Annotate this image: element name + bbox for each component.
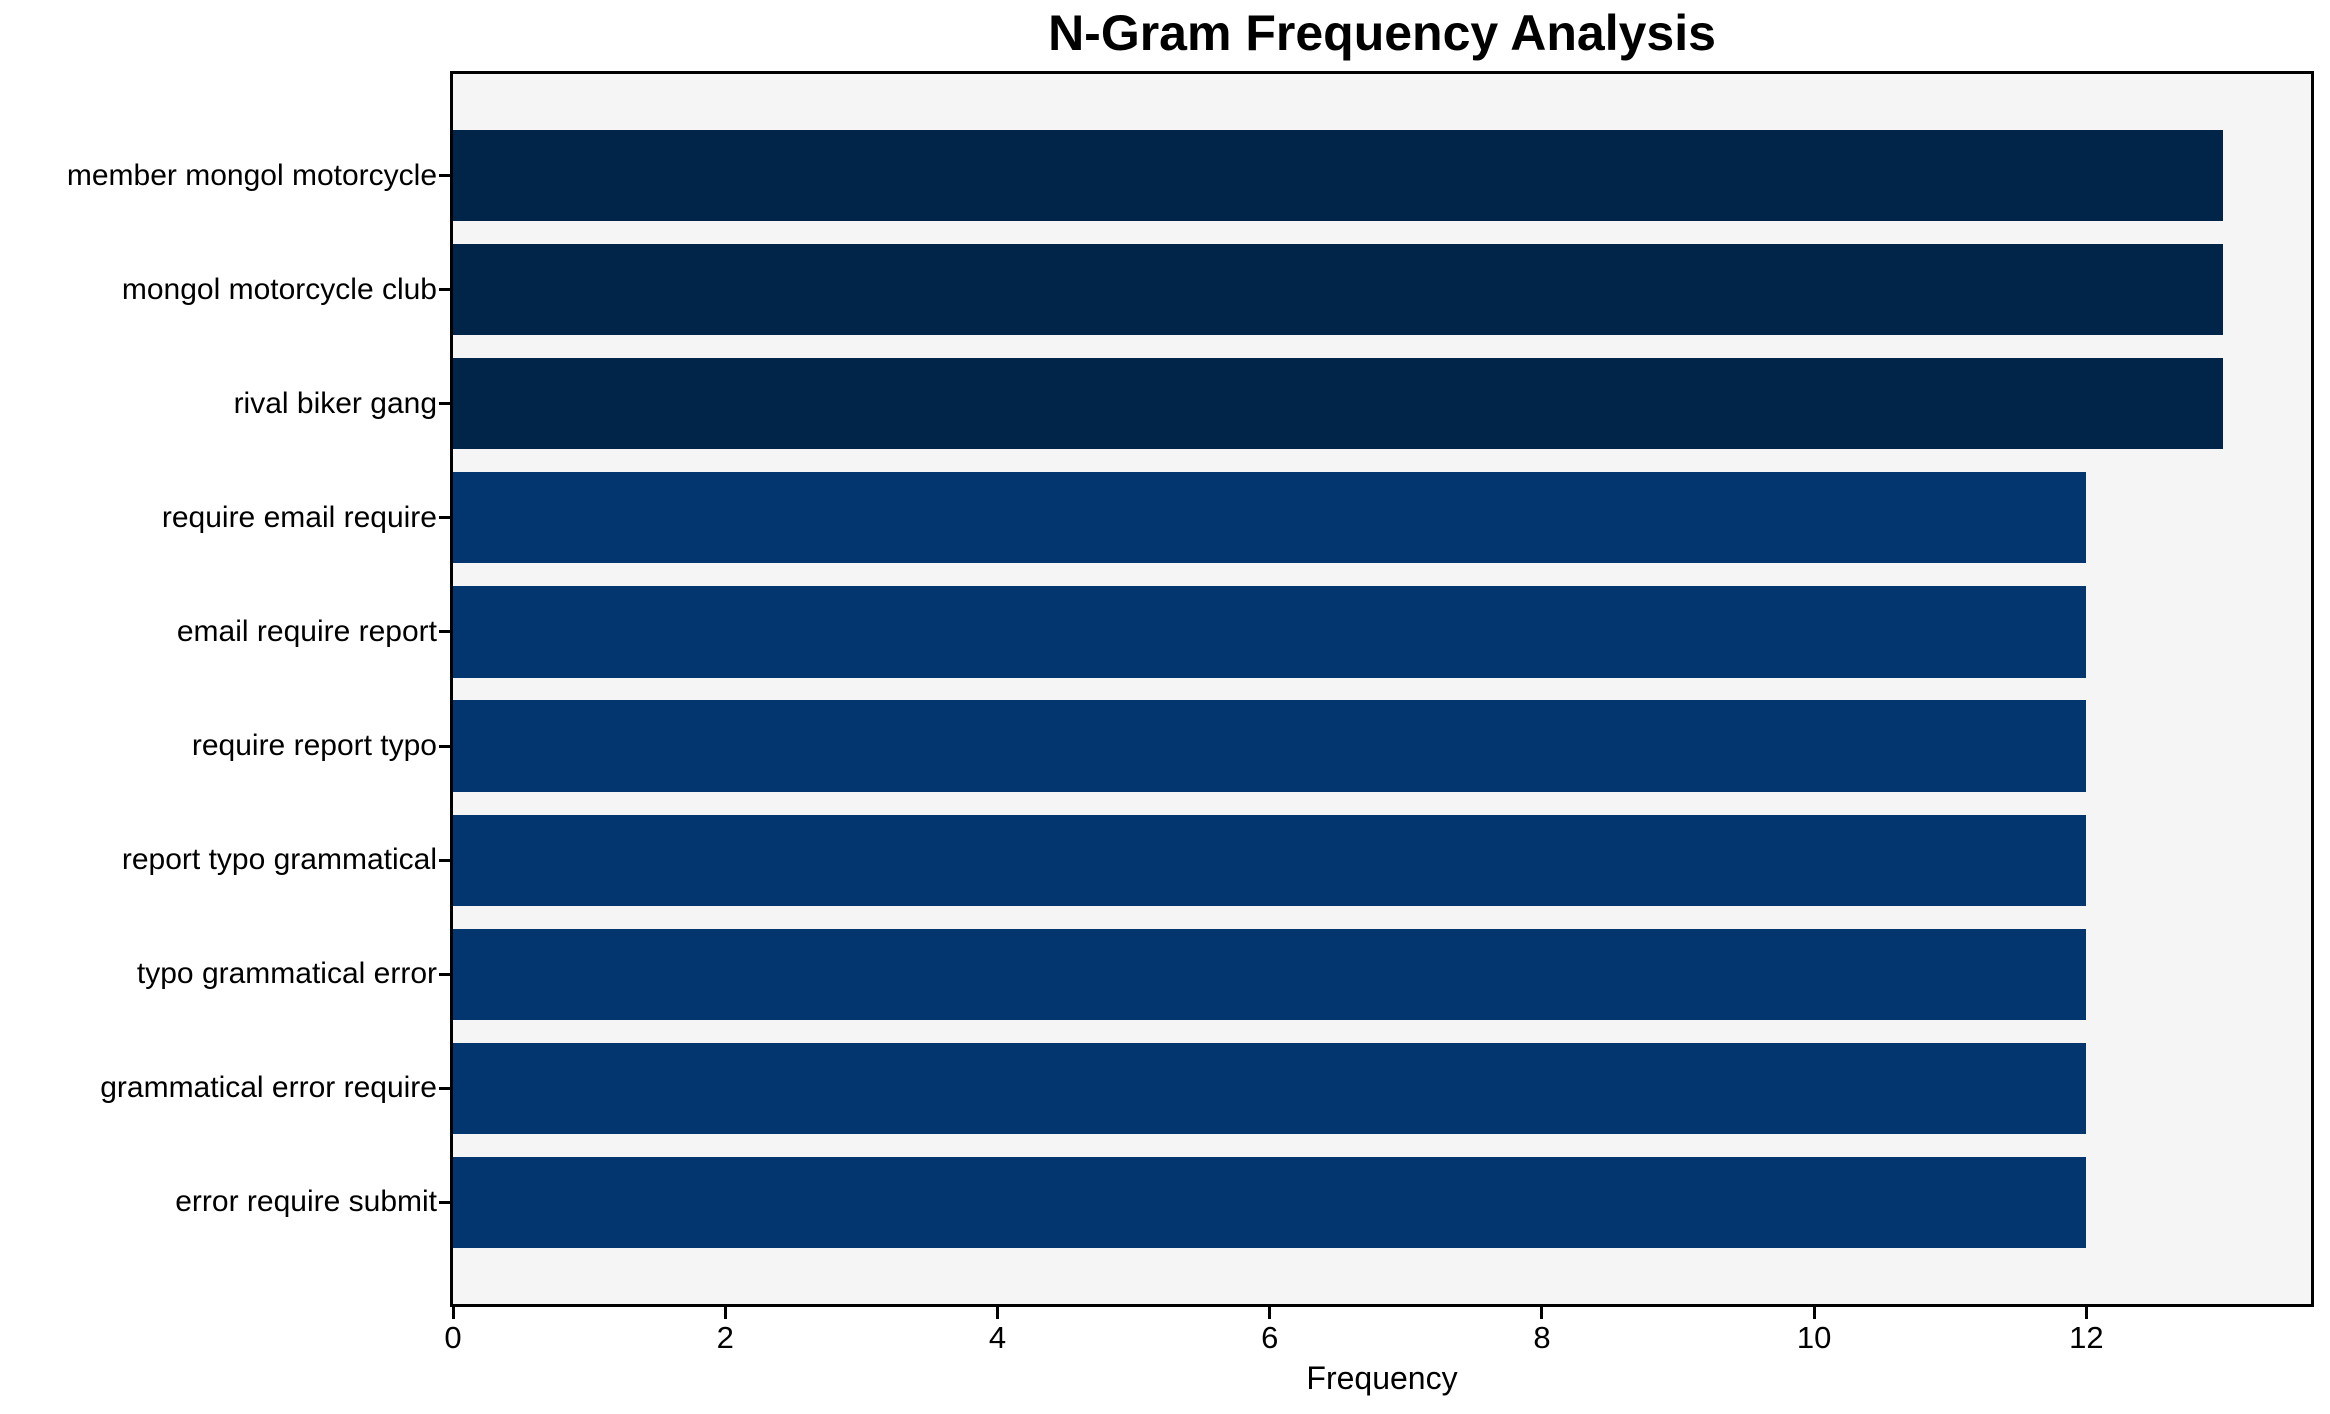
bar — [453, 244, 2223, 336]
bar — [453, 928, 2087, 1020]
y-tick-mark — [439, 516, 450, 520]
y-tick-mark — [439, 744, 450, 748]
x-tick-label: 8 — [1533, 1320, 1551, 1355]
y-tick-mark — [439, 1086, 450, 1090]
y-category-label: typo grammatical error — [136, 957, 437, 991]
bar — [453, 1042, 2087, 1134]
x-axis-label: Frequency — [1306, 1360, 1458, 1396]
y-category-label: require email require — [161, 500, 437, 534]
y-category-label: grammatical error require — [100, 1071, 437, 1105]
bar — [453, 358, 2223, 450]
bar — [453, 472, 2087, 564]
y-tick-mark — [439, 630, 450, 634]
y-tick-mark — [439, 288, 450, 292]
y-tick-mark — [439, 858, 450, 862]
x-tick-mark — [1812, 1307, 1816, 1319]
y-tick-mark — [439, 174, 450, 178]
x-tick-label: 6 — [1261, 1320, 1279, 1355]
y-category-label: mongol motorcycle club — [121, 272, 437, 306]
bar — [453, 129, 2223, 222]
y-category-label: error require submit — [175, 1185, 437, 1219]
x-tick-label: 10 — [1796, 1320, 1832, 1355]
bar — [453, 700, 2087, 792]
x-tick-label: 12 — [2069, 1320, 2104, 1355]
y-category-label: require report typo — [191, 729, 437, 763]
x-tick-mark — [1268, 1307, 1272, 1319]
y-tick-mark — [439, 972, 450, 976]
y-category-label: email require report — [176, 614, 437, 648]
bar — [453, 1156, 2087, 1249]
x-tick-mark — [2084, 1307, 2088, 1319]
bar — [453, 814, 2087, 906]
x-tick-mark — [451, 1307, 455, 1319]
y-category-label: member mongol motorcycle — [66, 158, 437, 192]
x-tick-label: 0 — [444, 1320, 462, 1355]
x-tick-mark — [995, 1307, 999, 1319]
x-tick-mark — [1540, 1307, 1544, 1319]
y-category-label: rival biker gang — [233, 386, 437, 420]
y-tick-mark — [439, 1200, 450, 1204]
y-category-label: report typo grammatical — [121, 843, 437, 877]
y-tick-mark — [439, 402, 450, 406]
x-tick-mark — [723, 1307, 727, 1319]
x-tick-label: 4 — [988, 1320, 1007, 1355]
chart-title: N-Gram Frequency Analysis — [1048, 5, 1716, 61]
bar — [453, 586, 2087, 678]
x-tick-label: 2 — [716, 1320, 734, 1355]
